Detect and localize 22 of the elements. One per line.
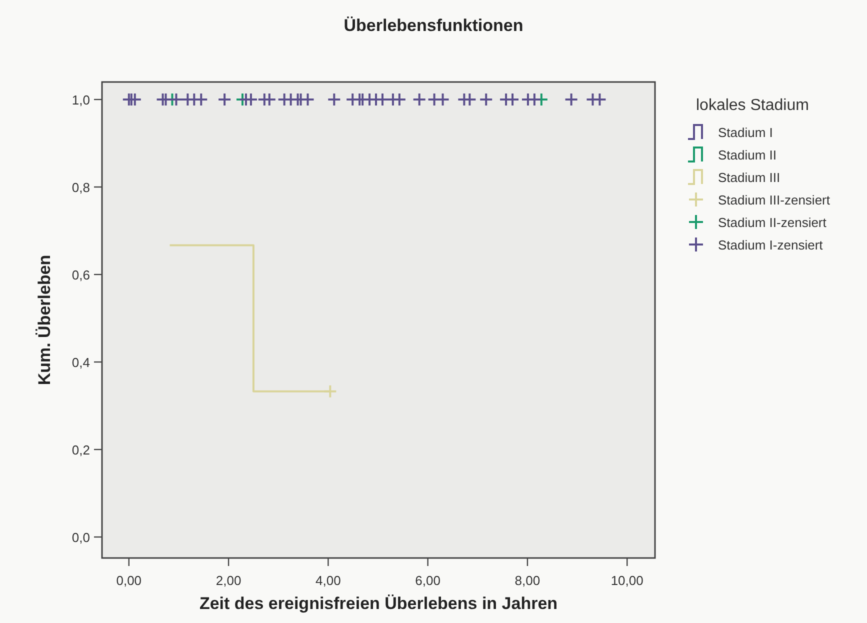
- legend-label: Stadium II: [718, 148, 777, 162]
- legend-label: Stadium III: [718, 170, 780, 185]
- x-tick-label: 4,00: [316, 573, 341, 588]
- legend-label: Stadium III-zensiert: [718, 192, 830, 208]
- x-tick-label: 10,00: [610, 573, 644, 588]
- x-tick-label: 6,00: [415, 573, 440, 588]
- x-axis-title: Zeit des ereignisfreien Überlebens in Jahren: [199, 594, 558, 613]
- y-tick-label: 0,2: [72, 442, 90, 458]
- chart-title: Überlebensfunktionen: [344, 16, 524, 35]
- y-axis-title: Kum. Überleben: [35, 254, 54, 386]
- legend-label: Stadium II-zensiert: [718, 215, 827, 230]
- x-tick-label: 8,00: [514, 573, 540, 588]
- y-tick-label: 1,0: [72, 92, 90, 108]
- y-tick-label: 0,8: [72, 180, 90, 195]
- legend-title: lokales Stadium: [696, 97, 809, 114]
- x-tick-label: 0,00: [116, 573, 142, 588]
- y-tick-label: 0,0: [72, 530, 90, 545]
- legend-label: Stadium I: [718, 125, 773, 140]
- y-tick-label: 0,6: [72, 268, 90, 282]
- x-tick-label: 2,00: [216, 573, 242, 588]
- legend-label: Stadium I-zensiert: [718, 238, 824, 252]
- y-tick-label: 0,4: [72, 355, 90, 370]
